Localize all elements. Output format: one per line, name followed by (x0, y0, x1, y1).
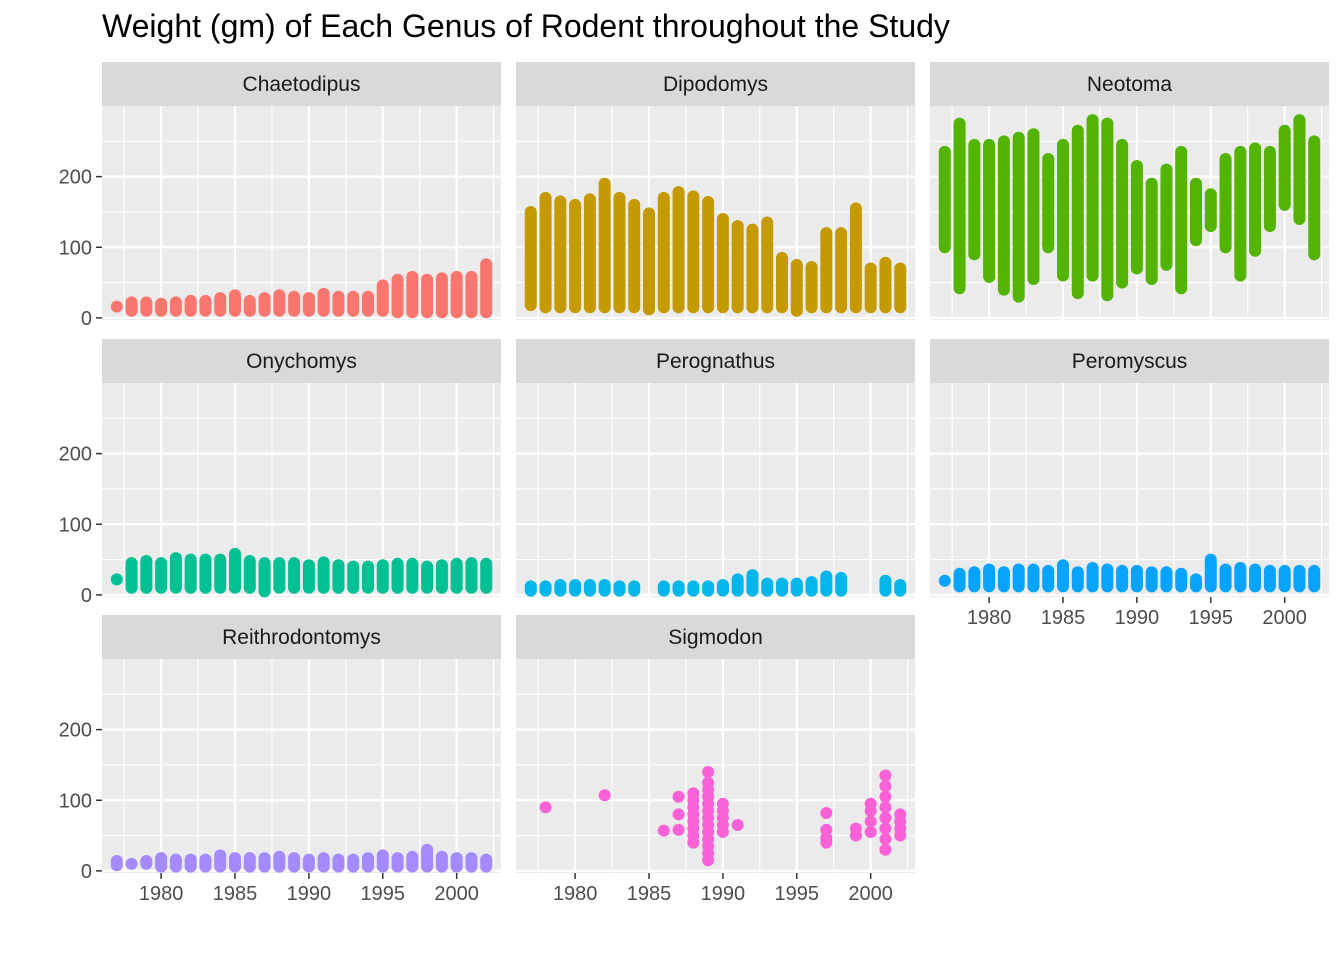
data-point (864, 797, 877, 810)
data-point (894, 808, 907, 821)
data-points-neotoma (938, 114, 1321, 303)
data-point (672, 808, 685, 821)
facet-strip-perognathus (516, 339, 915, 383)
facet-strip-dipodomys (516, 62, 915, 106)
x-tick-label: 1980 (967, 607, 1012, 629)
x-tick-label: 2000 (1262, 607, 1307, 629)
data-point (879, 811, 892, 824)
x-tick-label: 2000 (848, 883, 893, 905)
data-point (879, 801, 892, 814)
data-point (879, 833, 892, 846)
data-points-peromyscus (938, 553, 1321, 593)
data-point (125, 857, 138, 870)
x-tick-label: 2000 (434, 883, 479, 905)
x-tick-label: 1985 (213, 883, 258, 905)
data-point (879, 780, 892, 793)
facet-panel-chaetodipus: Chaetodipus 0 100 200 (59, 62, 501, 330)
facet-panel-peromyscus: Peromyscus 1980 1985 1990 1995 2000 (930, 339, 1329, 629)
y-tick-label: 0 (81, 585, 92, 607)
data-point (687, 787, 700, 800)
facet-panel-neotoma: Neotoma (930, 62, 1329, 320)
data-point (702, 776, 715, 789)
facet-strip-label: Chaetodipus (243, 73, 361, 96)
facet-strip-onychomys (102, 339, 501, 383)
x-tick-label: 1980 (139, 883, 184, 905)
data-point (702, 766, 715, 779)
data-point (716, 797, 729, 810)
data-point (864, 826, 877, 839)
data-point (539, 801, 552, 814)
data-point (938, 574, 951, 587)
x-tick-label: 1990 (1115, 607, 1160, 629)
facet-strip-label: Onychomys (246, 350, 357, 373)
facet-strip-label: Reithrodontomys (222, 626, 381, 649)
y-tick-label: 0 (81, 308, 92, 330)
data-point (849, 822, 862, 835)
facet-strip-label: Sigmodon (668, 626, 763, 649)
y-tick-label: 100 (59, 790, 92, 812)
facet-strip-label: Dipodomys (663, 73, 768, 96)
data-point (657, 824, 670, 837)
x-tick-label: 1980 (553, 883, 598, 905)
x-tick-label: 1985 (627, 883, 672, 905)
data-point (110, 573, 123, 586)
data-point (879, 843, 892, 856)
facet-strip-chaetodipus (102, 62, 501, 106)
data-point (672, 823, 685, 836)
facet-strip-label: Perognathus (656, 350, 775, 373)
y-tick-label: 200 (59, 444, 92, 466)
facet-panel-reithrodontomys: Reithrodontomys 0 100 200 1980 1985 1990 1995 20… (59, 615, 501, 905)
data-point (879, 822, 892, 835)
facet-panel-perognathus: Perognathus (516, 339, 915, 597)
facet-panel-dipodomys: Dipodomys (516, 62, 915, 320)
data-points-onychomys (110, 547, 493, 598)
data-point (879, 769, 892, 782)
x-tick-label: 1990 (287, 883, 332, 905)
x-tick-label: 1995 (1189, 607, 1234, 629)
x-tick-label: 1985 (1041, 607, 1086, 629)
data-point (731, 818, 744, 831)
data-point (110, 300, 123, 313)
facet-panel-onychomys: Onychomys 0 100 200 (59, 339, 501, 607)
data-points-chaetodipus (110, 258, 493, 319)
x-tick-label: 1990 (701, 883, 746, 905)
x-tick-label: 1995 (775, 883, 820, 905)
data-points-dipodomys (524, 177, 907, 317)
facet-strip-sigmodon (516, 615, 915, 659)
facet-strip-label: Neotoma (1087, 73, 1173, 96)
facet-strip-reithrodontomys (102, 615, 501, 659)
data-points-reithrodontomys (110, 843, 493, 873)
data-points-perognathus (524, 569, 907, 597)
facet-strip-label: Peromyscus (1072, 350, 1188, 373)
data-point (820, 806, 833, 819)
x-tick-label: 1995 (361, 883, 406, 905)
facet-strip-neotoma (930, 62, 1329, 106)
data-point (864, 815, 877, 828)
y-tick-label: 0 (81, 861, 92, 883)
data-point (820, 823, 833, 836)
y-tick-label: 200 (59, 167, 92, 189)
facet-strip-peromyscus (930, 339, 1329, 383)
y-tick-label: 100 (59, 237, 92, 259)
y-tick-label: 100 (59, 514, 92, 536)
chart-title: Weight (gm) of Each Genus of Rodent thro… (102, 8, 950, 44)
data-points-sigmodon (539, 766, 907, 867)
data-point (598, 789, 611, 802)
y-tick-label: 200 (59, 720, 92, 742)
data-point (672, 790, 685, 803)
data-point (879, 790, 892, 803)
facet-panel-sigmodon: Sigmodon 1980 1985 1990 1995 2000 (516, 615, 915, 905)
